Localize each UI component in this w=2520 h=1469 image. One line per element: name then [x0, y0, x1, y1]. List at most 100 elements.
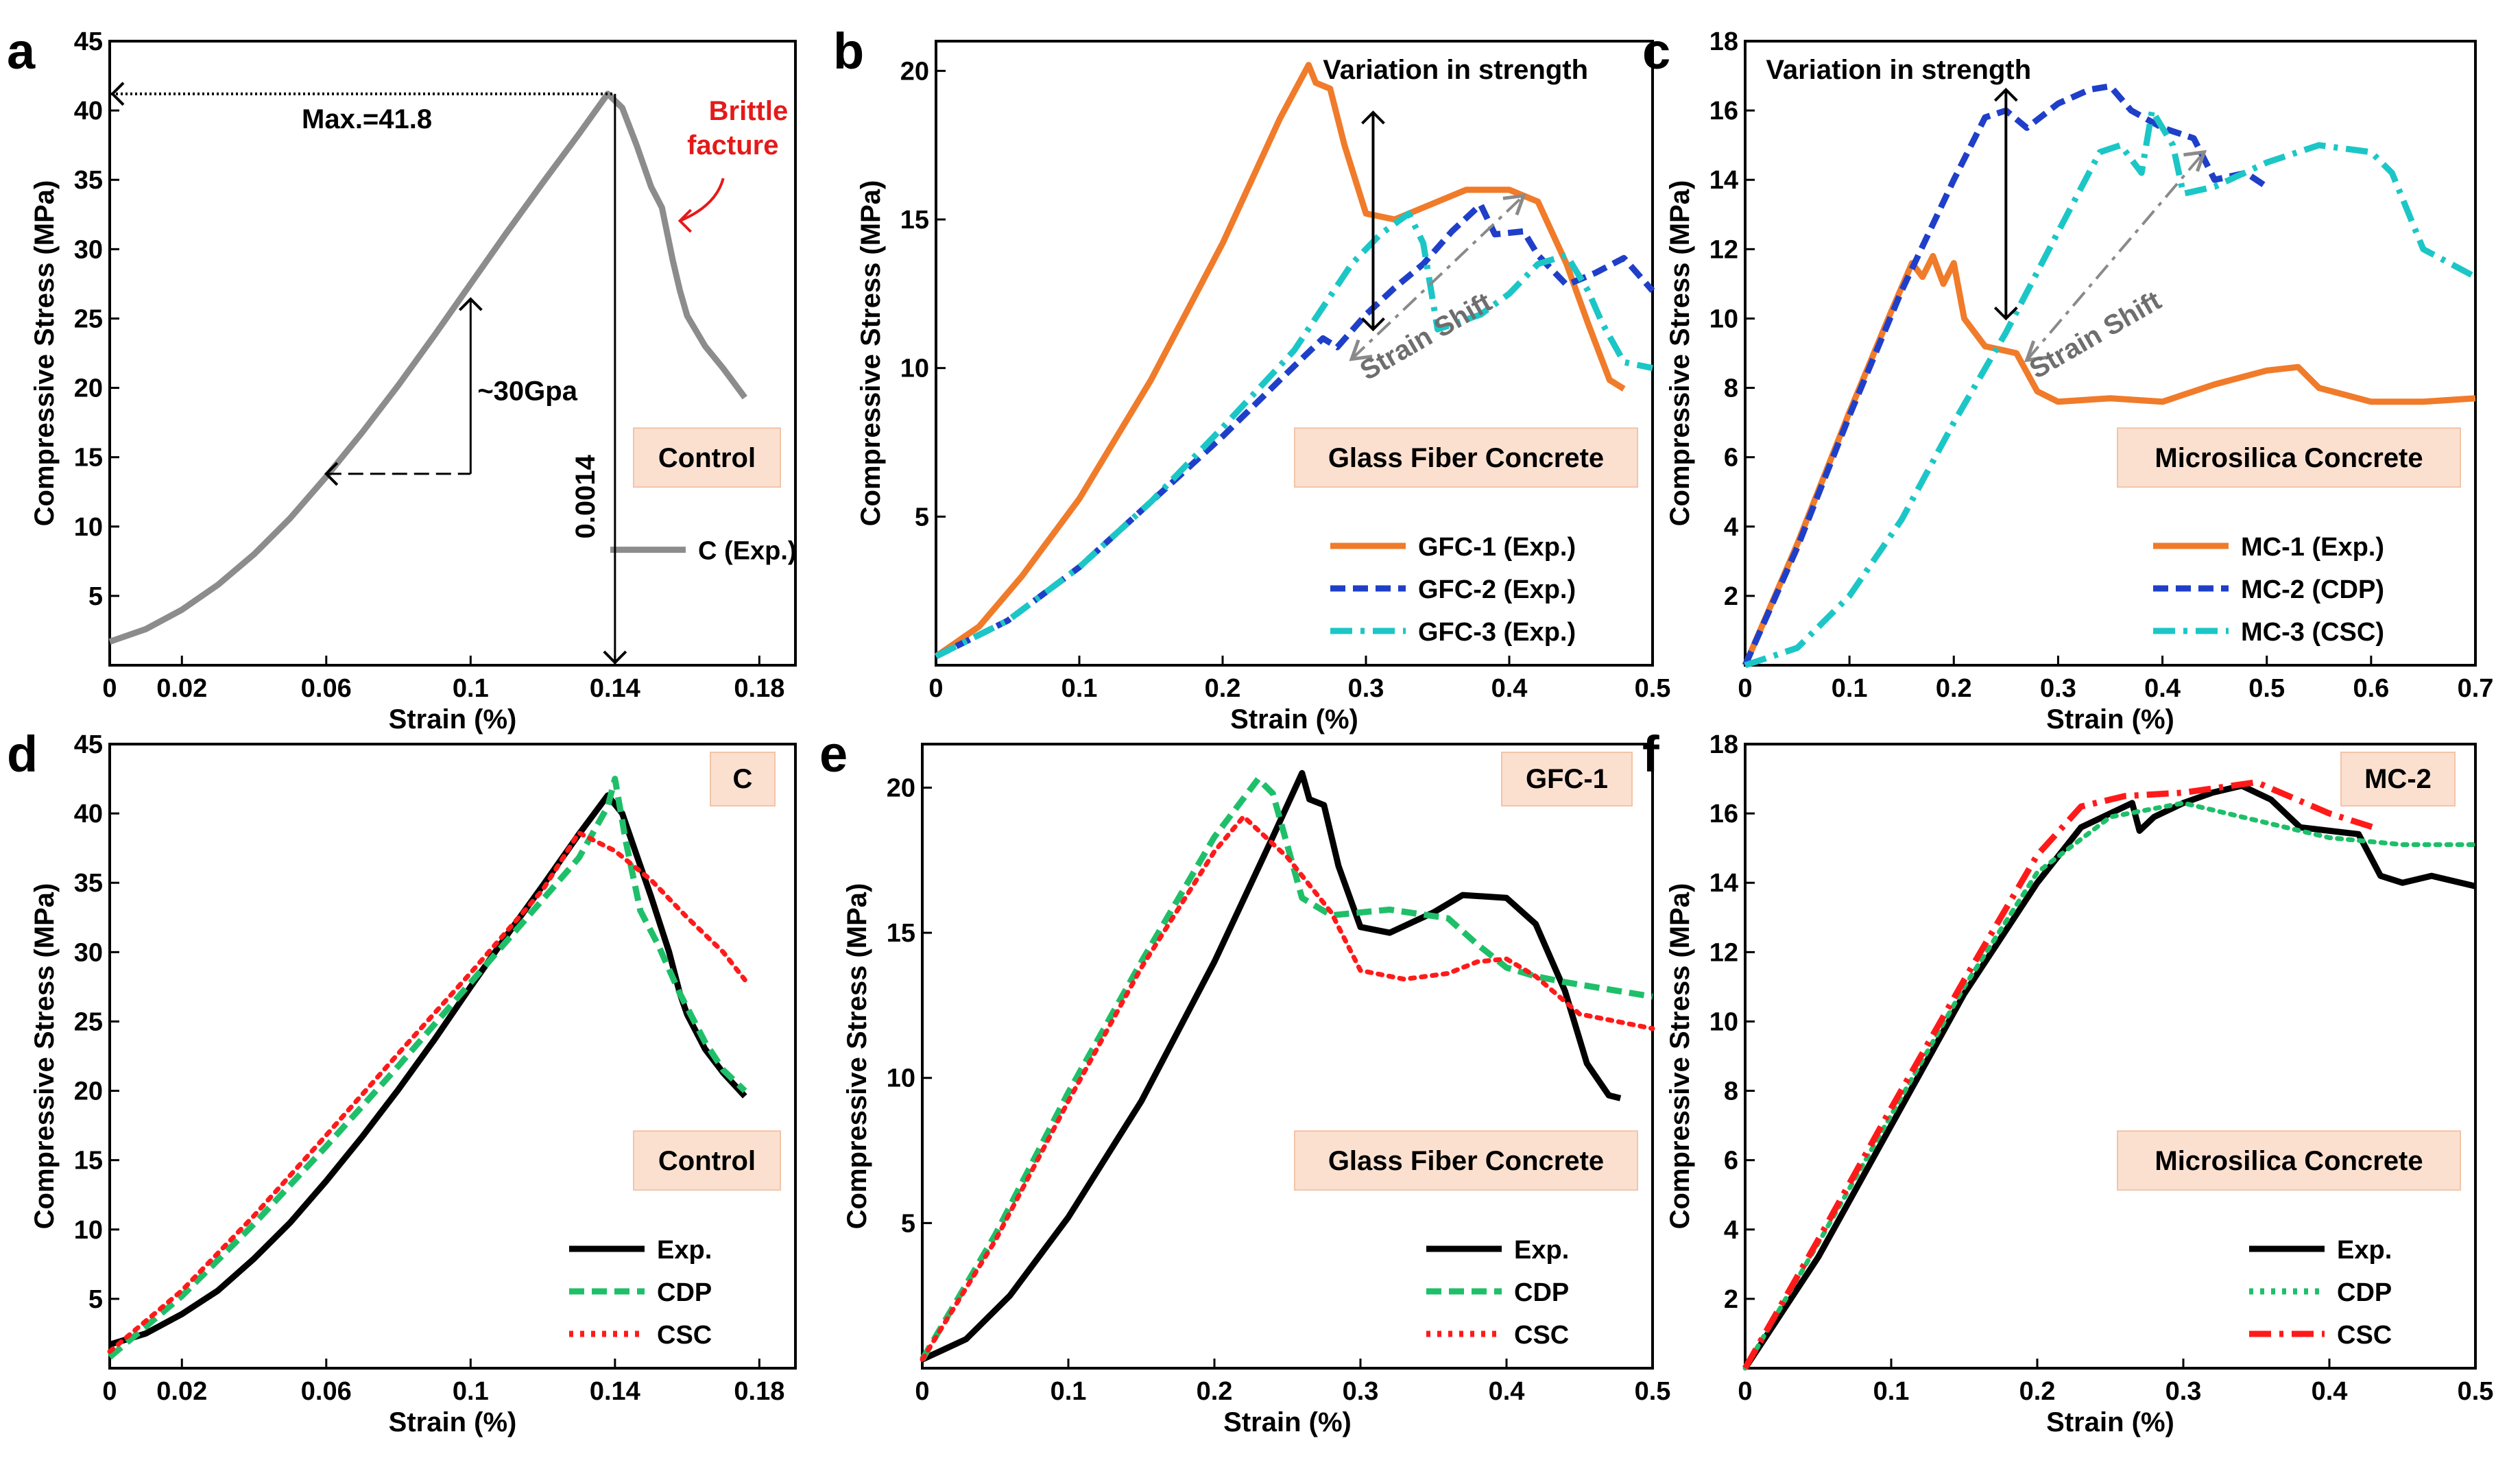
- y-tick-label: 45: [74, 730, 103, 759]
- panel-a: a 0 0.02 0.06 0.1 0.14 0.18 5 10 15 20 25 30 35 40 45 St…: [7, 23, 797, 734]
- y-tick-label: 4: [1724, 1216, 1738, 1245]
- y-tick-label: 45: [74, 27, 103, 56]
- material-tag: [1294, 427, 1638, 488]
- y-tick-label: 30: [74, 938, 103, 967]
- x-tick-label: 0.4: [2144, 674, 2181, 703]
- slope-label: ~30Gpa: [477, 377, 577, 407]
- legend: Exp. CDP CSC: [1426, 1236, 1569, 1350]
- legend-label: MC-2 (CDP): [2241, 575, 2384, 604]
- y-tick-label: 6: [1724, 444, 1738, 473]
- x-tick-label: 0.3: [1343, 1377, 1379, 1406]
- y-tick-label: 10: [74, 1216, 103, 1245]
- x-axis-label: Strain (%): [389, 1407, 517, 1437]
- x-tick-label: 0.1: [1061, 674, 1098, 703]
- y-axis-label: Compressive Stress (MPa): [856, 180, 886, 527]
- y-tick-label: 8: [1724, 374, 1738, 403]
- strain-shift-head-2: [1502, 193, 1526, 216]
- x-tick-label: 0.18: [734, 1377, 784, 1406]
- y-tick-label: 40: [74, 800, 103, 828]
- sample-tag: [1501, 752, 1633, 807]
- legend: C (Exp.): [610, 537, 797, 566]
- strain-shift-label: Strain Shift: [2024, 285, 2166, 385]
- panel-letter: a: [7, 23, 36, 80]
- series-line-3: [1742, 779, 2375, 1370]
- slope-arrow-left: [324, 462, 339, 486]
- series-line-1: [108, 91, 747, 645]
- variation-arrow-down: [1361, 317, 1385, 332]
- y-axis-label: Compressive Stress (MPa): [29, 883, 60, 1230]
- x-tick-label: 0.2: [1197, 1377, 1233, 1406]
- x-axis-label: Strain (%): [2046, 704, 2174, 734]
- y-tick-label: 10: [74, 513, 103, 542]
- brittle-arrow: [679, 178, 725, 222]
- material-tag-label: Glass Fiber Concrete: [1328, 443, 1604, 473]
- x-tick-label: 0.02: [156, 1377, 207, 1406]
- max-label: Max.=41.8: [302, 104, 432, 134]
- x-tick-label: 0.14: [590, 674, 640, 703]
- y-tick-label: 15: [887, 919, 915, 948]
- x-tick-label: 0.4: [2312, 1377, 2348, 1406]
- legend-label: GFC-3 (Exp.): [1418, 618, 1576, 647]
- legend-label: GFC-1 (Exp.): [1418, 533, 1576, 562]
- x-tick-label: 0: [1738, 674, 1752, 703]
- strain-shift-head-1: [1349, 339, 1373, 361]
- legend: MC-1 (Exp.) MC-2 (CDP) MC-3 (CSC): [2153, 533, 2384, 647]
- plot-frame: [108, 743, 797, 1370]
- sample-tag-label: MC-2: [2364, 764, 2432, 794]
- material-tag: [633, 1130, 781, 1191]
- strain-shift-head-2: [2183, 150, 2207, 172]
- y-tick-label: 20: [74, 1077, 103, 1106]
- y-tick-label: 10: [1709, 304, 1738, 333]
- plot-frame: [108, 40, 797, 667]
- x-axis-label: Strain (%): [2046, 1407, 2174, 1437]
- panel-a-annotations: Max.=41.8 0.0014 ~30Gpa Brittle facture: [110, 82, 789, 665]
- panel-letter: d: [7, 726, 38, 783]
- variation-label: Variation in strength: [1323, 55, 1588, 85]
- x-tick-label: 0.1: [1873, 1377, 1910, 1406]
- slope-arrow-up: [458, 297, 483, 311]
- x-tick-label: 0: [928, 674, 943, 703]
- material-tag: [633, 427, 781, 488]
- plot-frame: [921, 743, 1654, 1370]
- y-tick-label: 4: [1724, 513, 1738, 542]
- series-line-3: [107, 830, 747, 1354]
- sample-tag: [710, 752, 776, 807]
- x-tick-label: 0.7: [2458, 674, 2494, 703]
- y-tick-label: 10: [1709, 1007, 1738, 1036]
- series-line-2: [920, 776, 1653, 1361]
- panel-c-annotations: Variation in strength Strain Shift: [1766, 55, 2207, 385]
- y-tick-label: 5: [88, 582, 103, 611]
- y-tick-label: 30: [74, 235, 103, 264]
- legend-label: CSC: [657, 1321, 712, 1350]
- y-tick-label: 16: [1709, 97, 1738, 126]
- material-tag-label: Microsilica Concrete: [2155, 1146, 2423, 1176]
- material-tag: [1294, 1130, 1638, 1191]
- panel-letter: e: [819, 726, 848, 783]
- brittle-label-line1: Brittle: [709, 96, 789, 126]
- strain-shift-arrow: [2026, 151, 2205, 361]
- y-axis-label: Compressive Stress (MPa): [29, 180, 60, 527]
- x-tick-label: 0: [102, 674, 117, 703]
- max-arrow-head: [110, 82, 125, 106]
- material-tag-label: Control: [658, 443, 756, 473]
- x-tick-label: 0.02: [156, 674, 207, 703]
- x-tick-label: 0: [915, 1377, 929, 1406]
- y-tick-label: 18: [1709, 27, 1738, 56]
- y-tick-label: 5: [915, 503, 929, 532]
- variation-arrow-down: [1993, 307, 2018, 321]
- x-tick-label: 0.2: [1936, 674, 1972, 703]
- plot-frame: [1744, 743, 2477, 1370]
- panel-letter: b: [833, 23, 864, 80]
- material-tag-label: Microsilica Concrete: [2155, 443, 2423, 473]
- y-tick-label: 18: [1709, 730, 1738, 759]
- panel-d: d 0 0.02 0.06 0.1 0.14 0.18 5 10 15 20 25 30 35 40 45 St…: [7, 726, 797, 1437]
- y-tick-label: 15: [74, 1147, 103, 1175]
- x-tick-label: 0.5: [1635, 674, 1671, 703]
- strain-label: 0.0014: [571, 454, 601, 538]
- x-tick-label: 0.14: [590, 1377, 640, 1406]
- legend: GFC-1 (Exp.) GFC-2 (Exp.) GFC-3 (Exp.): [1330, 533, 1576, 647]
- legend-label: MC-1 (Exp.): [2241, 533, 2384, 562]
- legend-label: Exp.: [1514, 1236, 1569, 1265]
- y-tick-label: 2: [1724, 582, 1738, 611]
- series-line-1: [921, 769, 1622, 1363]
